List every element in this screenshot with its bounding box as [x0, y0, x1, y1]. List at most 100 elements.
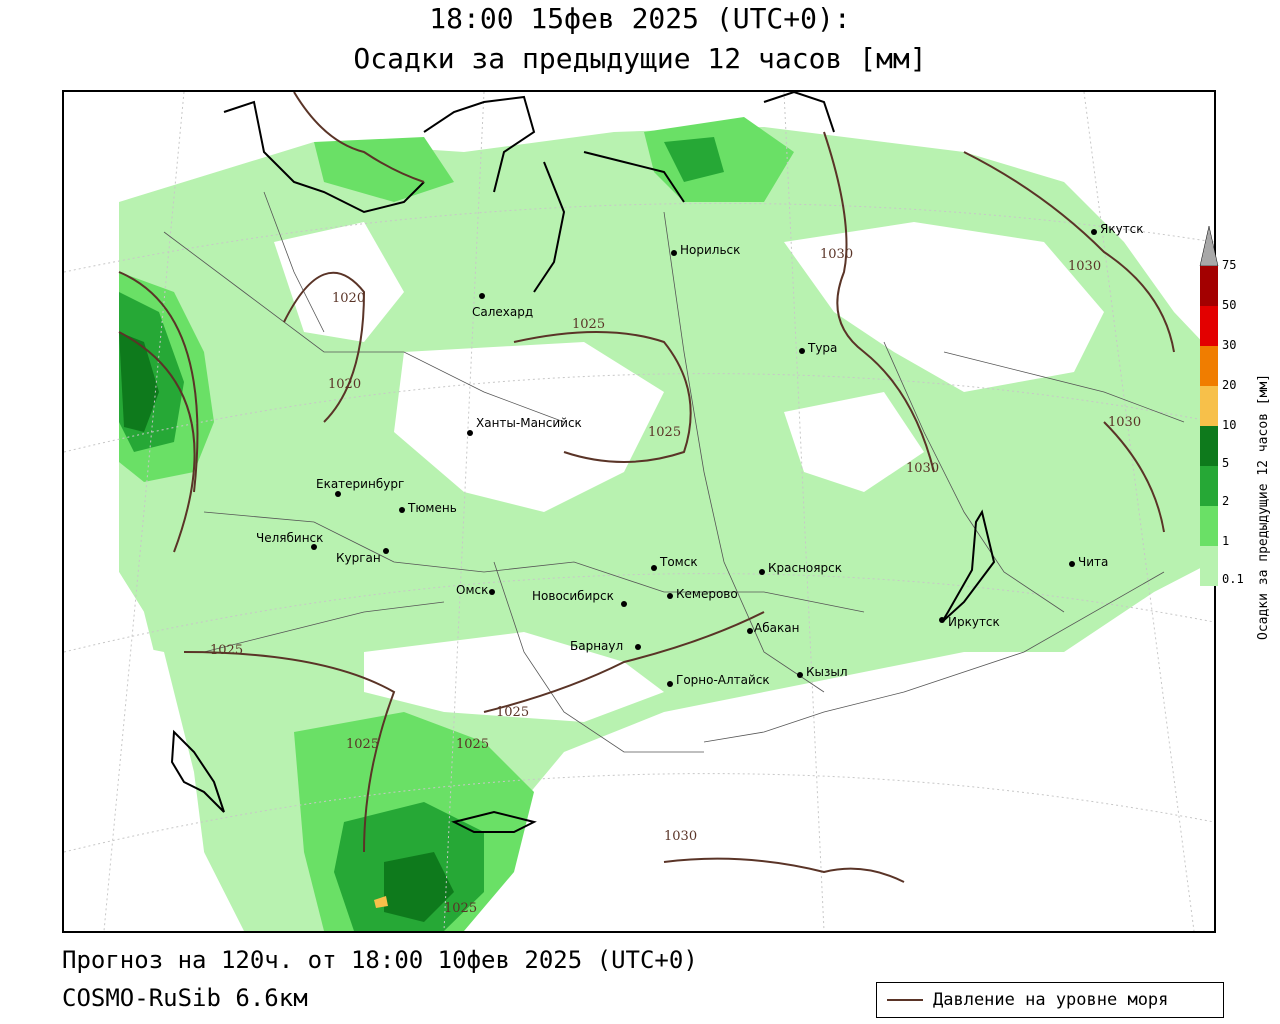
lake-baikal — [941, 509, 996, 623]
scale-tick-label: 2 — [1222, 494, 1230, 508]
scale-bin-20-30 — [1200, 346, 1218, 386]
isobar-label: 1025 — [444, 901, 477, 916]
city-marker: Кызыл — [797, 665, 848, 679]
precipitation-map: 1020 1020 1025 1025 1025 1025 1025 1025 … — [62, 90, 1216, 933]
graticule — [64, 92, 1214, 931]
city-marker: Салехард — [472, 293, 533, 319]
city-label: Горно-Алтайск — [676, 673, 770, 687]
scale-overflow-arrow — [1199, 226, 1219, 267]
map-title-time: 18:00 15фев 2025 (UTC+0): — [429, 2, 851, 35]
city-marker: Тура — [799, 341, 837, 355]
city-label: Кызыл — [806, 665, 848, 679]
city-marker: Иркутск — [939, 615, 1000, 629]
precip-color-scale — [1199, 226, 1219, 586]
city-marker: Омск — [456, 583, 495, 597]
scale-bin-1-2 — [1200, 506, 1218, 546]
city-marker: Новосибирск — [532, 589, 627, 607]
city-label: Челябинск — [256, 531, 323, 545]
city-label: Кемерово — [676, 587, 738, 601]
isobar-label: 1025 — [456, 737, 489, 752]
city-label: Салехард — [472, 305, 533, 319]
city-marker: Красноярск — [759, 561, 842, 575]
isobar-label: 1025 — [572, 317, 605, 332]
city-label: Якутск — [1100, 222, 1144, 236]
city-marker: Челябинск — [256, 531, 323, 550]
cities: Якутск Норильск Салехард Тура Ханты-Манс… — [256, 222, 1144, 687]
city-marker: Чита — [1069, 555, 1108, 569]
isobar-label: 1025 — [210, 643, 243, 658]
scale-tick-label: 20 — [1222, 378, 1237, 392]
scale-bin-10-20 — [1200, 386, 1218, 426]
city-marker: Тюмень — [399, 501, 457, 515]
precip-area-white-hole-8 — [64, 632, 214, 931]
scale-bin-5-10 — [1200, 426, 1218, 466]
precip-area-extreme — [374, 896, 388, 908]
forecast-info: Прогноз на 120ч. от 18:00 10фев 2025 (UT… — [62, 946, 698, 974]
map-canvas: 1020 1020 1025 1025 1025 1025 1025 1025 … — [64, 92, 1214, 931]
precip-area-white-hole-5 — [364, 632, 664, 722]
precipitation-fields — [64, 117, 1212, 931]
model-name: COSMO-RuSib 6.6км — [62, 984, 308, 1012]
scale-bin-30-50 — [1200, 306, 1218, 346]
city-marker: Горно-Алтайск — [667, 673, 770, 687]
lake-balkhash — [451, 810, 537, 833]
isobar-label: 1025 — [346, 737, 379, 752]
city-label: Тюмень — [407, 501, 457, 515]
precip-area-very-heavy — [384, 852, 454, 922]
isobar-label: 1025 — [496, 705, 529, 720]
city-marker: Кемерово — [667, 587, 738, 601]
precip-area-very-heavy — [119, 332, 159, 432]
city-label: Норильск — [680, 243, 740, 257]
precip-area-white-hole-2 — [394, 342, 664, 512]
city-marker: Барнаул — [570, 639, 641, 653]
pressure-legend-label: Давление на уровне моря — [933, 990, 1169, 1010]
scale-tick-label: 30 — [1222, 338, 1237, 352]
isobar-label: 1030 — [1068, 259, 1101, 274]
city-label: Екатеринбург — [316, 477, 404, 491]
city-label: Ханты-Мансийск — [476, 416, 582, 430]
city-label: Новосибирск — [532, 589, 614, 603]
scale-tick-label: 50 — [1222, 298, 1237, 312]
city-marker: Екатеринбург — [316, 477, 404, 497]
isobar-label: 1020 — [328, 377, 361, 392]
scale-title: Осадки за предыдущие 12 часов [мм] — [1256, 373, 1271, 640]
scale-bin-2-5 — [1200, 466, 1218, 506]
isobars — [118, 92, 1175, 883]
city-marker: Курган — [336, 548, 389, 565]
city-label: Тура — [807, 341, 837, 355]
precip-area-white-hole-1 — [274, 222, 404, 342]
city-marker: Якутск — [1091, 222, 1144, 236]
scale-tick-label: 5 — [1222, 456, 1230, 470]
city-label: Томск — [659, 555, 698, 569]
city-label: Абакан — [754, 621, 799, 635]
isobar-label: 1030 — [820, 247, 853, 262]
city-marker: Ханты-Мансийск — [467, 416, 582, 436]
precip-area-white-hole-3 — [784, 222, 1104, 392]
isobar-label: 1030 — [1108, 415, 1141, 430]
precip-area-white-hole-4 — [784, 392, 924, 492]
isobar-line-sample — [887, 999, 923, 1001]
isobar-label: 1030 — [664, 829, 697, 844]
isobar-label: 1030 — [906, 461, 939, 476]
scale-tick-label: 0.1 — [1222, 572, 1244, 586]
scale-tick-label: 75 — [1222, 258, 1237, 272]
scale-tick-label: 10 — [1222, 418, 1237, 432]
city-label: Омск — [456, 583, 488, 597]
city-label: Красноярск — [768, 561, 842, 575]
isobar-label: 1025 — [648, 425, 681, 440]
scale-tick-label: 1 — [1222, 534, 1230, 548]
isobar-labels: 1020 1020 1025 1025 1025 1025 1025 1025 … — [210, 247, 1141, 916]
precip-area-heavy — [664, 137, 724, 182]
city-marker: Томск — [651, 555, 698, 571]
precip-area-white-hole-6 — [484, 712, 1212, 931]
map-title-variable: Осадки за предыдущие 12 часов [мм] — [353, 42, 927, 75]
city-label: Иркутск — [948, 615, 1000, 629]
caspian-sea — [170, 729, 225, 813]
scale-bin-50-75 — [1200, 266, 1218, 306]
scale-bin-0.1-1 — [1200, 546, 1218, 586]
city-label: Барнаул — [570, 639, 623, 653]
isobar-label: 1020 — [332, 291, 365, 306]
precip-area-white-hole-7 — [64, 182, 144, 612]
city-label: Курган — [336, 551, 381, 565]
pressure-legend: Давление на уровне моря — [876, 982, 1224, 1018]
